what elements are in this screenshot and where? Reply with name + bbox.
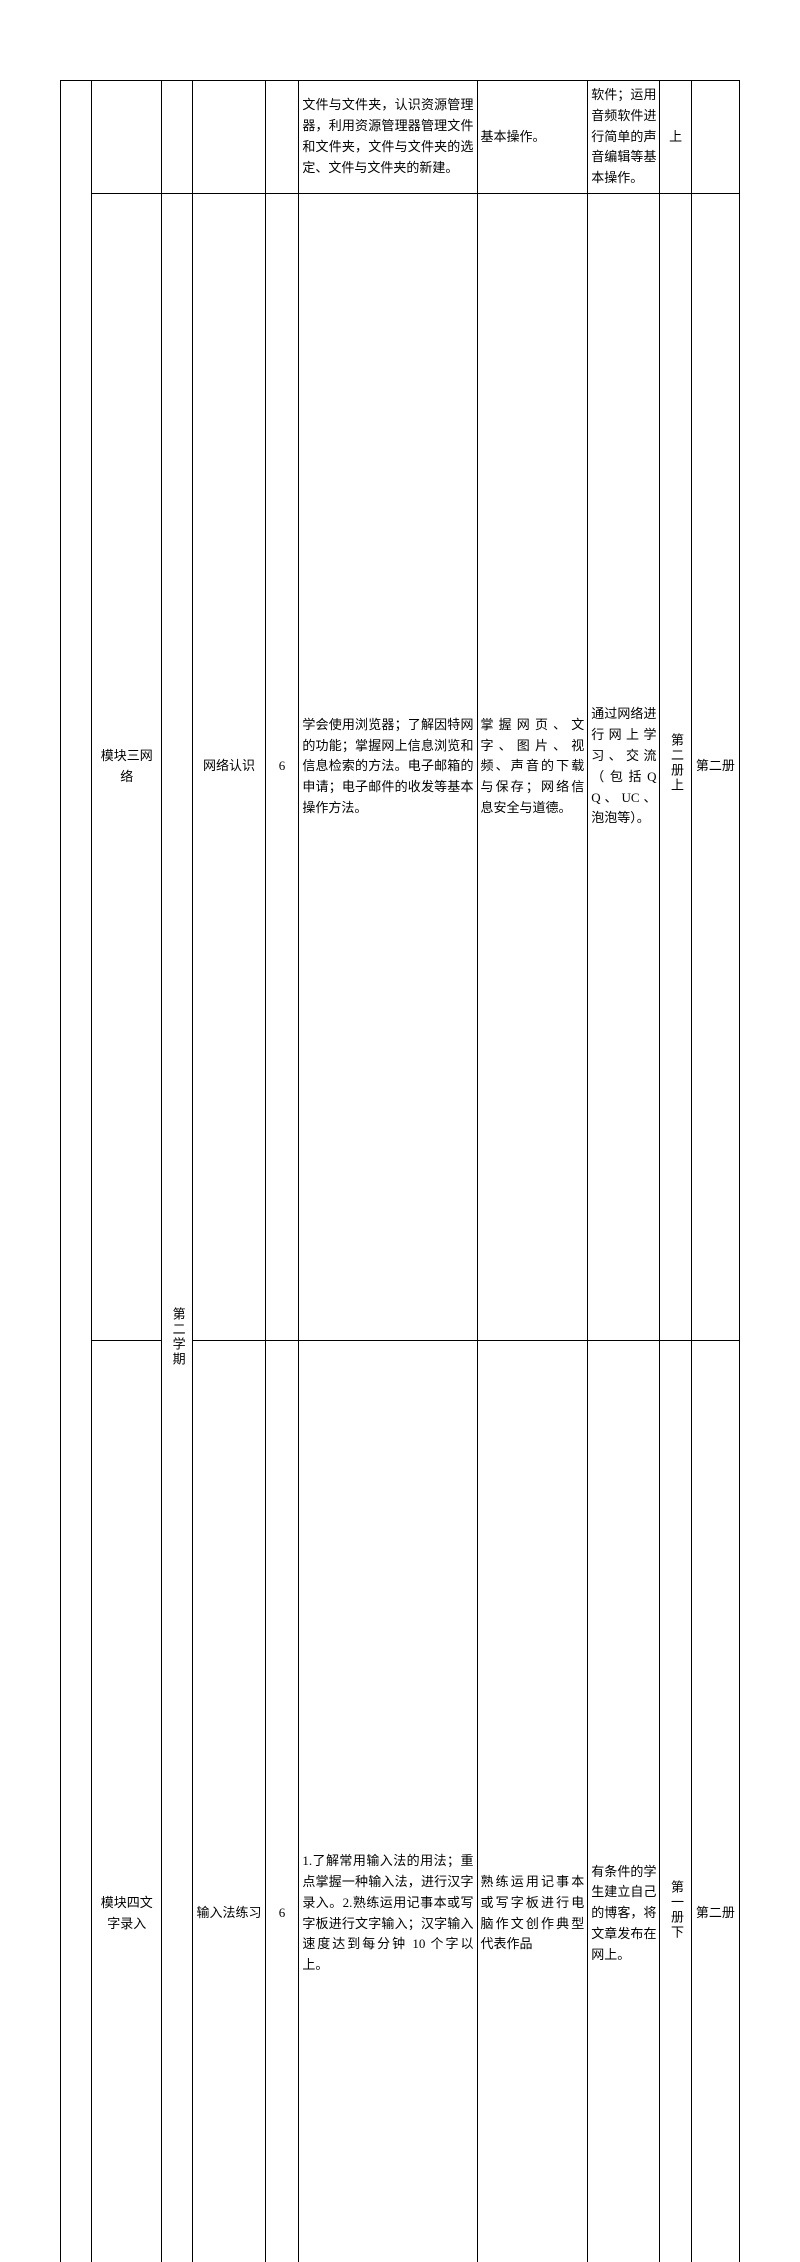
ref-cell: 第二册 — [691, 193, 739, 1340]
ref-cell: 第二册 — [691, 1340, 739, 2262]
optional-content-cell: 通过网络进行网上学习、交流（包括QQ、UC、泡泡等）。 — [588, 193, 660, 1340]
basic-content-cell: 文件与文件夹，认识资源管理器，利用资源管理器管理文件和文件夹，文件与文件夹的选定… — [299, 81, 477, 194]
hours-cell: 6 — [265, 193, 299, 1340]
topic-cell: 网络认识 — [193, 193, 265, 1340]
table-row: 模块三网络 第二学期 网络认识 6 学会使用浏览器；了解因特网的功能；掌握网上信… — [61, 193, 740, 1340]
book-cell: 第二册上 — [660, 193, 691, 1340]
topic-cell: 输入法练习 — [193, 1340, 265, 2262]
module-cell: 模块三网络 — [92, 193, 162, 1340]
hours-cell: 6 — [265, 1340, 299, 2262]
book-label: 第二册上 — [665, 198, 686, 1329]
table-row: 文件与文件夹，认识资源管理器，利用资源管理器管理文件和文件夹，文件与文件夹的选定… — [61, 81, 740, 194]
optional-content-cell: 有条件的学生建立自己的博客，将文章发布在网上。 — [588, 1340, 660, 2262]
optional-content-cell: 软件；运用音频软件进行简单的声音编辑等基本操作。 — [588, 81, 660, 194]
book-label: 第一册下 — [665, 1345, 686, 2262]
module-cell: 模块四文字录入 — [92, 1340, 162, 2262]
semester-cell — [162, 81, 193, 194]
topic-cell — [193, 81, 265, 194]
basic-content-cell: 学会使用浏览器；了解因特网的功能；掌握网上信息浏览和信息检索的方法。电子邮箱的申… — [299, 193, 477, 1340]
semester-label: 第二学期 — [167, 771, 188, 1902]
basic-content-cell: 1.了解常用输入法的用法；重点掌握一种输入法，进行汉字录入。2.熟练运用记事本或… — [299, 1340, 477, 2262]
extended-content-cell: 掌握网页、文字、图片、视频、声音的下载与保存；网络信息安全与道德。 — [477, 193, 588, 1340]
book-cell: 第一册下 — [660, 1340, 691, 2262]
module-cell — [92, 81, 162, 194]
hours-cell — [265, 81, 299, 194]
extended-content-cell: 基本操作。 — [477, 81, 588, 194]
grade-cell — [61, 81, 92, 2262]
semester-cell: 第二学期 — [162, 193, 193, 2262]
book-cell: 上 — [660, 81, 691, 194]
curriculum-table: 文件与文件夹，认识资源管理器，利用资源管理器管理文件和文件夹，文件与文件夹的选定… — [60, 80, 740, 2262]
ref-cell — [691, 81, 739, 194]
extended-content-cell: 熟练运用记事本或写字板进行电脑作文创作典型代表作品 — [477, 1340, 588, 2262]
